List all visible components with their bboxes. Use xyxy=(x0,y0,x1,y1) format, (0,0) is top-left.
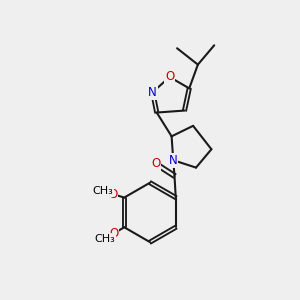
Text: O: O xyxy=(108,188,117,200)
Text: CH₃: CH₃ xyxy=(92,186,113,196)
Text: O: O xyxy=(165,70,174,83)
Text: N: N xyxy=(148,86,157,99)
Text: N: N xyxy=(169,154,178,167)
Text: O: O xyxy=(109,227,118,240)
Text: O: O xyxy=(151,157,160,170)
Text: CH₃: CH₃ xyxy=(95,234,116,244)
